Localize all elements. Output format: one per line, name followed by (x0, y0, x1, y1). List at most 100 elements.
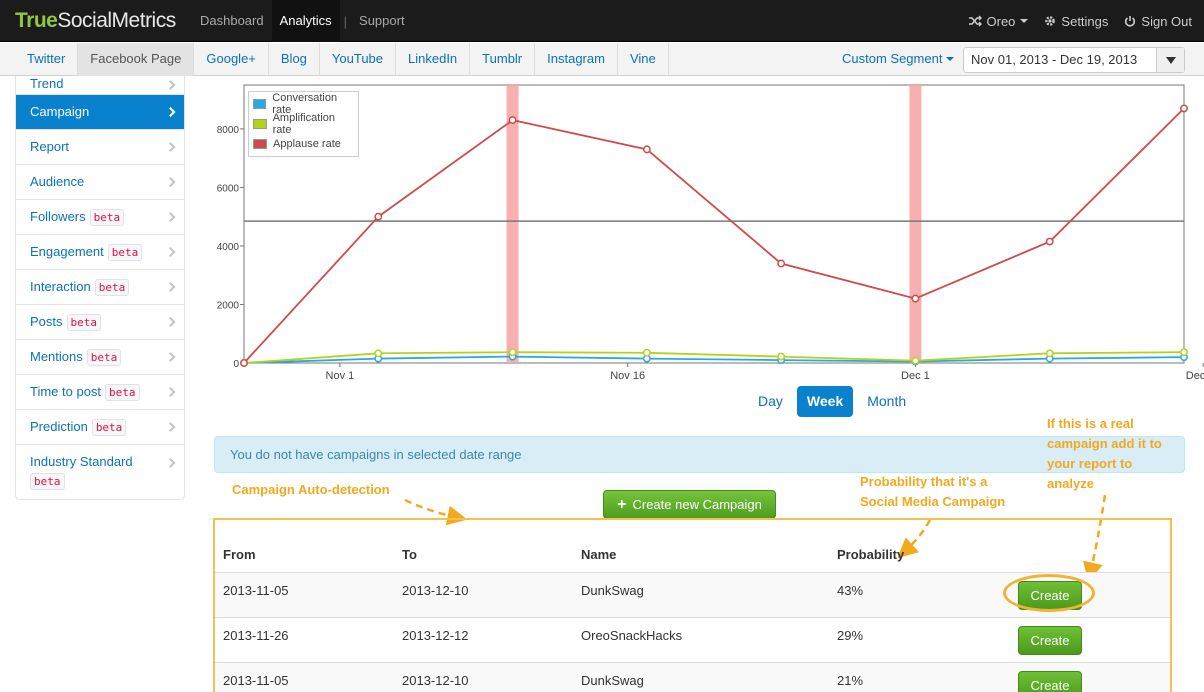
sidebar-item-interaction[interactable]: Interaction beta (16, 270, 184, 305)
period-month-button[interactable]: Month (867, 393, 907, 409)
brand-logo[interactable]: TrueSocialMetrics (15, 9, 176, 33)
data-point (374, 212, 383, 221)
sidebar-item-posts[interactable]: Posts beta (16, 305, 184, 340)
tab-linkedin[interactable]: LinkedIn (396, 43, 471, 76)
cell-from: 2013-11-05 (223, 583, 289, 598)
sidebar-item-audience[interactable]: Audience (16, 165, 184, 200)
signout-link[interactable]: Sign Out (1124, 14, 1192, 29)
sidebar-item-industry-standard[interactable]: Industry Standard beta (16, 445, 184, 499)
beta-badge: beta (89, 209, 125, 227)
annotation-real-line2: campaign add it to (1047, 436, 1162, 451)
network-tabs-bar: Twitter Facebook Page Google+ Blog YouTu… (0, 43, 1204, 76)
chevron-down-icon (1165, 56, 1176, 64)
sidebar-item-label: Report (30, 139, 70, 154)
gear-icon (1045, 16, 1056, 26)
chevron-down-icon (946, 56, 955, 61)
y-tick-label: 0 (233, 359, 239, 370)
cell-name: OreoSnackHacks (581, 628, 683, 643)
settings-label: Settings (1061, 13, 1109, 29)
sidebar-item-report[interactable]: Report (16, 130, 184, 165)
highlight-ring (1003, 574, 1095, 612)
nav-dashboard[interactable]: Dashboard (200, 13, 264, 28)
x-tick-label: Nov 1 (326, 370, 355, 382)
sidebar-item-campaign[interactable]: Campaign (16, 95, 184, 130)
arrow-real-campaign (1083, 494, 1107, 583)
annotation-autodetect: Campaign Auto-detection (232, 482, 390, 497)
legend-label: Amplification rate (272, 112, 335, 136)
arrow-autodetect (404, 498, 468, 526)
custom-segment-dropdown[interactable]: Custom Segment (842, 51, 955, 66)
cell-to: 2013-12-10 (402, 673, 469, 688)
period-toggle: Day Week Month (748, 386, 916, 417)
legend-item-applause[interactable]: Applause rate (253, 134, 354, 154)
nav-support[interactable]: Support (359, 13, 405, 28)
chart-svg: 0 2000 4000 6000 8000 Nov 1 Nov 16 Dec 1 Dec 16 (217, 84, 1204, 382)
data-point (508, 348, 517, 357)
cell-name: DunkSwag (581, 583, 644, 598)
tab-google-plus[interactable]: Google+ (194, 43, 269, 76)
cell-to: 2013-12-12 (402, 628, 469, 643)
top-navbar: TrueSocialMetrics Dashboard Analytics | … (0, 0, 1204, 42)
network-tabs: Twitter Facebook Page Google+ Blog YouTu… (15, 43, 669, 76)
sidebar-item-label: Audience (30, 174, 85, 189)
legend-swatch-conversation (253, 99, 267, 109)
nav-analytics[interactable]: Analytics (271, 0, 340, 42)
x-tick-label: Nov 16 (610, 370, 645, 382)
beta-badge: beta (107, 244, 143, 262)
sidebar-item-followers[interactable]: Followers beta (16, 200, 184, 235)
create-new-campaign-button[interactable]: + Create new Campaign (603, 490, 776, 519)
user-name: Oreo (986, 13, 1016, 29)
tab-blog[interactable]: Blog (269, 43, 320, 76)
sidebar-item-trend[interactable]: Trend (16, 76, 184, 95)
x-tick-label: Dec 16 (1186, 370, 1204, 382)
shuffle-icon (968, 15, 982, 27)
tab-tumblr[interactable]: Tumblr (470, 43, 536, 76)
create-campaign-button[interactable]: Create (1018, 671, 1082, 692)
chevron-down-icon (1020, 19, 1029, 23)
table-header: From To Name Probability (215, 520, 1170, 573)
sidebar-item-time-to-post[interactable]: Time to post beta (16, 375, 184, 410)
date-range-select[interactable]: Nov 01, 2013 - Dec 19, 2013 (963, 47, 1185, 73)
tab-instagram[interactable]: Instagram (535, 43, 618, 76)
tab-youtube[interactable]: YouTube (320, 43, 397, 76)
cell-probability: 29% (837, 628, 864, 643)
annotation-probability-line1: Probability that it's a (860, 474, 988, 489)
legend-item-conversation[interactable]: Conversation rate (253, 92, 354, 116)
sidebar-item-mentions[interactable]: Mentions beta (16, 340, 184, 375)
col-name: Name (581, 547, 617, 562)
create-new-campaign-label: Create new Campaign (632, 497, 762, 512)
legend-item-amplification[interactable]: Amplification rate (253, 112, 354, 136)
settings-link[interactable]: Settings (1044, 14, 1108, 29)
table-row: 2013-11-26 2013-12-12 OreoSnackHacks 29%… (215, 618, 1170, 663)
beta-badge: beta (105, 384, 140, 402)
user-dropdown[interactable]: Oreo (968, 14, 1029, 29)
data-point (374, 349, 383, 358)
beta-badge: beta (94, 279, 130, 297)
brand-part2: SocialMetrics (57, 9, 176, 32)
campaign-highlight-band (506, 85, 519, 363)
tab-facebook-page[interactable]: Facebook Page (78, 43, 195, 76)
create-campaign-button[interactable]: Create (1018, 626, 1082, 655)
custom-segment-label: Custom Segment (842, 51, 943, 66)
tab-twitter[interactable]: Twitter (15, 43, 79, 76)
tab-vine[interactable]: Vine (618, 43, 669, 76)
sidebar-item-label: Interaction (30, 279, 91, 294)
data-point (1045, 237, 1054, 246)
sidebar-item-engagement[interactable]: Engagement beta (16, 235, 184, 270)
data-point (240, 359, 248, 367)
period-day-button[interactable]: Day (758, 393, 783, 409)
period-week-button[interactable]: Week (796, 386, 854, 417)
beta-badge: beta (66, 314, 102, 332)
sidebar-item-prediction[interactable]: Prediction beta (16, 410, 184, 445)
beta-badge: beta (91, 419, 127, 437)
annotation-probability: Probability that it's a Social Media Cam… (860, 472, 1005, 512)
y-tick-label: 4000 (217, 242, 240, 253)
cell-probability: 21% (837, 673, 864, 688)
date-range-toggle[interactable] (1156, 48, 1184, 72)
cell-to: 2013-12-10 (402, 583, 469, 598)
col-from: From (223, 547, 256, 562)
data-point (911, 356, 920, 365)
data-point (777, 259, 786, 268)
sidebar-item-label: Prediction (30, 419, 88, 434)
